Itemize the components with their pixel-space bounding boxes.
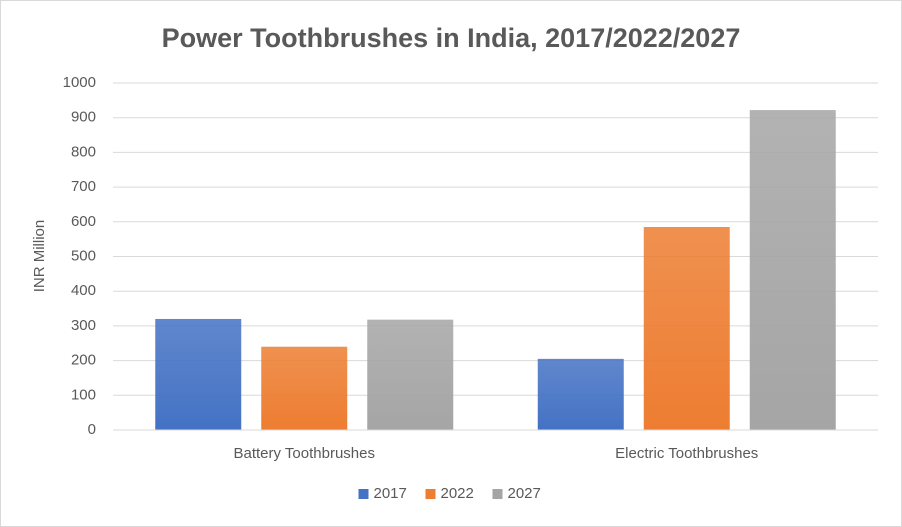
- y-tick-label: 800: [71, 143, 96, 160]
- bar: [749, 110, 836, 430]
- bar: [261, 346, 348, 430]
- bar: [537, 358, 624, 430]
- y-tick-label: 0: [88, 421, 96, 438]
- bar: [643, 227, 730, 430]
- legend-swatch: [358, 489, 369, 499]
- chart-title: Power Toothbrushes in India, 2017/2022/2…: [162, 23, 741, 53]
- y-tick-label: 100: [71, 386, 96, 403]
- legend-label: 2017: [374, 485, 407, 502]
- x-tick-label: Battery Toothbrushes: [234, 445, 375, 462]
- bar: [367, 319, 454, 430]
- y-axis-label: INR Million: [31, 220, 48, 293]
- y-tick-label: 900: [71, 109, 96, 126]
- y-tick-label: 500: [71, 247, 96, 264]
- legend-label: 2022: [441, 485, 474, 502]
- y-tick-label: 400: [71, 282, 96, 299]
- y-tick-label: 1000: [63, 74, 96, 91]
- bar: [155, 318, 242, 430]
- y-tick-label: 300: [71, 317, 96, 334]
- y-tick-label: 200: [71, 352, 96, 369]
- y-tick-label: 600: [71, 213, 96, 230]
- legend-swatch: [425, 489, 436, 499]
- y-tick-label: 700: [71, 178, 96, 195]
- legend-swatch: [492, 489, 503, 499]
- x-tick-label: Electric Toothbrushes: [615, 445, 758, 462]
- legend-label: 2027: [508, 485, 541, 502]
